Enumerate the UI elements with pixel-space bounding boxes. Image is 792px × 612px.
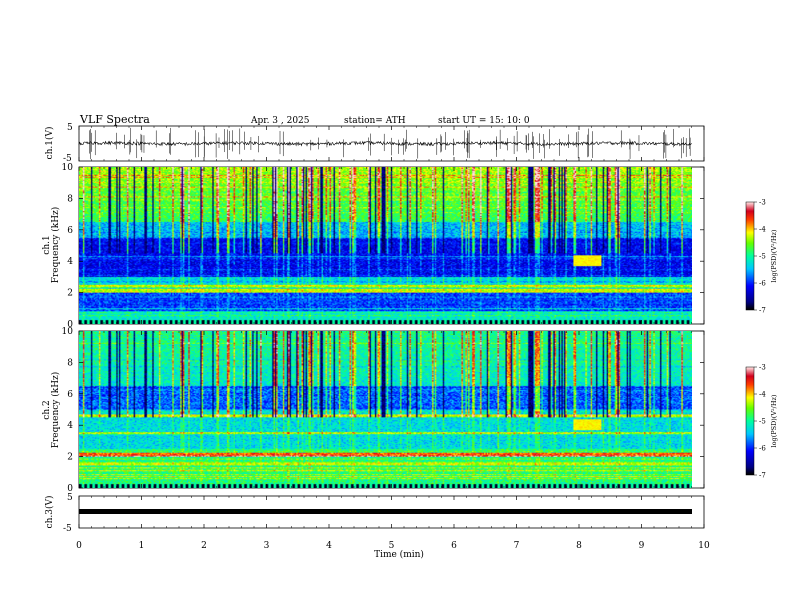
ch2-colorbar: [746, 367, 754, 475]
y-tick-label: 6: [67, 226, 73, 236]
time-axis-label: Time (min): [374, 549, 424, 560]
colorbar-tick-label: -7: [759, 307, 766, 315]
ch1-colorbar-ticks: -3 -4 -5 -6 -7: [754, 199, 766, 315]
ch3-ytick-top: 5: [67, 493, 73, 503]
date-label: Apr. 3 , 2025: [250, 116, 310, 126]
ch3-waveform-line: [79, 509, 692, 514]
ch3-ytick-bottom: -5: [63, 524, 72, 534]
y-tick-label: 2: [67, 289, 73, 299]
ch1-waveform-panel: 5 -5 ch.1(V): [44, 123, 705, 164]
y-tick-label: 4: [67, 421, 73, 431]
colorbar-tick-label: -4: [759, 391, 766, 399]
colorbar-tick-label: -3: [759, 199, 766, 207]
colorbar-tick-label: -6: [759, 445, 766, 453]
ch1-waveform-ylabel: ch.1(V): [44, 127, 55, 160]
y-tick-label: 10: [62, 163, 74, 173]
ch1-spectrogram-image: [79, 167, 692, 324]
y-tick-label: 4: [67, 257, 73, 267]
x-tick-label: 6: [451, 541, 457, 551]
x-tick-label: 1: [139, 541, 145, 551]
y-tick-label: 10: [62, 327, 74, 337]
colorbar-tick-label: -5: [759, 253, 766, 261]
ch1-ytick-top: 5: [67, 123, 73, 133]
y-tick-label: 0: [67, 320, 73, 330]
y-tick-label: 8: [67, 194, 73, 204]
start-time-label: start UT = 15: 10: 0: [438, 116, 530, 126]
colorbar-tick-label: -3: [759, 364, 766, 372]
x-tick-label: 2: [201, 541, 207, 551]
y-tick-label: 6: [67, 390, 73, 400]
y-tick-label: 8: [67, 358, 73, 368]
x-tick-label: 9: [639, 541, 645, 551]
ch1-ytick-bottom: -5: [63, 154, 72, 164]
ch1-colorbar-label: log(PSD)(V²/Hz): [770, 229, 778, 282]
x-tick-label: 7: [514, 541, 520, 551]
x-tick-label: 0: [76, 541, 82, 551]
colorbar-tick-label: -6: [759, 280, 766, 288]
x-tick-label: 10: [698, 541, 710, 551]
ch2-colorbar-ticks: -3 -4 -5 -6 -7: [754, 364, 766, 480]
time-axis: 0 1 2 3 4 5 6 7 8 9 10: [76, 126, 710, 551]
ch1-spectrogram-ylabel-frequency: Frequency (kHz): [50, 207, 61, 284]
ch2-spectrogram-image: [79, 331, 692, 488]
x-tick-label: 8: [576, 541, 582, 551]
y-tick-label: 2: [67, 453, 73, 463]
ch2-colorbar-label: log(PSD)(V²/Hz): [770, 394, 778, 447]
ch2-spectrogram-ylabel-frequency: Frequency (kHz): [50, 372, 61, 449]
x-tick-label: 3: [264, 541, 270, 551]
ch1-spectrogram-ylabel-channel: ch.1: [42, 235, 52, 254]
ch1-waveform-spikes: [89, 127, 691, 160]
ch2-spectrogram-ylabel-channel: ch.2: [42, 400, 52, 419]
figure-title: VLF Spectra: [79, 113, 150, 126]
ch3-waveform-panel: 5 -5 ch.3(V): [44, 493, 705, 534]
ch3-waveform-ylabel: ch.3(V): [44, 496, 55, 529]
x-tick-label: 4: [326, 541, 332, 551]
colorbar-tick-label: -4: [759, 226, 766, 234]
colorbar-tick-label: -5: [759, 418, 766, 426]
ch1-waveform-line: [78, 140, 692, 147]
y-tick-label: 0: [67, 484, 73, 494]
ch1-colorbar: [746, 202, 754, 310]
colorbar-tick-label: -7: [759, 472, 766, 480]
station-label: station= ATH: [344, 116, 406, 126]
x-tick-label: 5: [389, 541, 395, 551]
